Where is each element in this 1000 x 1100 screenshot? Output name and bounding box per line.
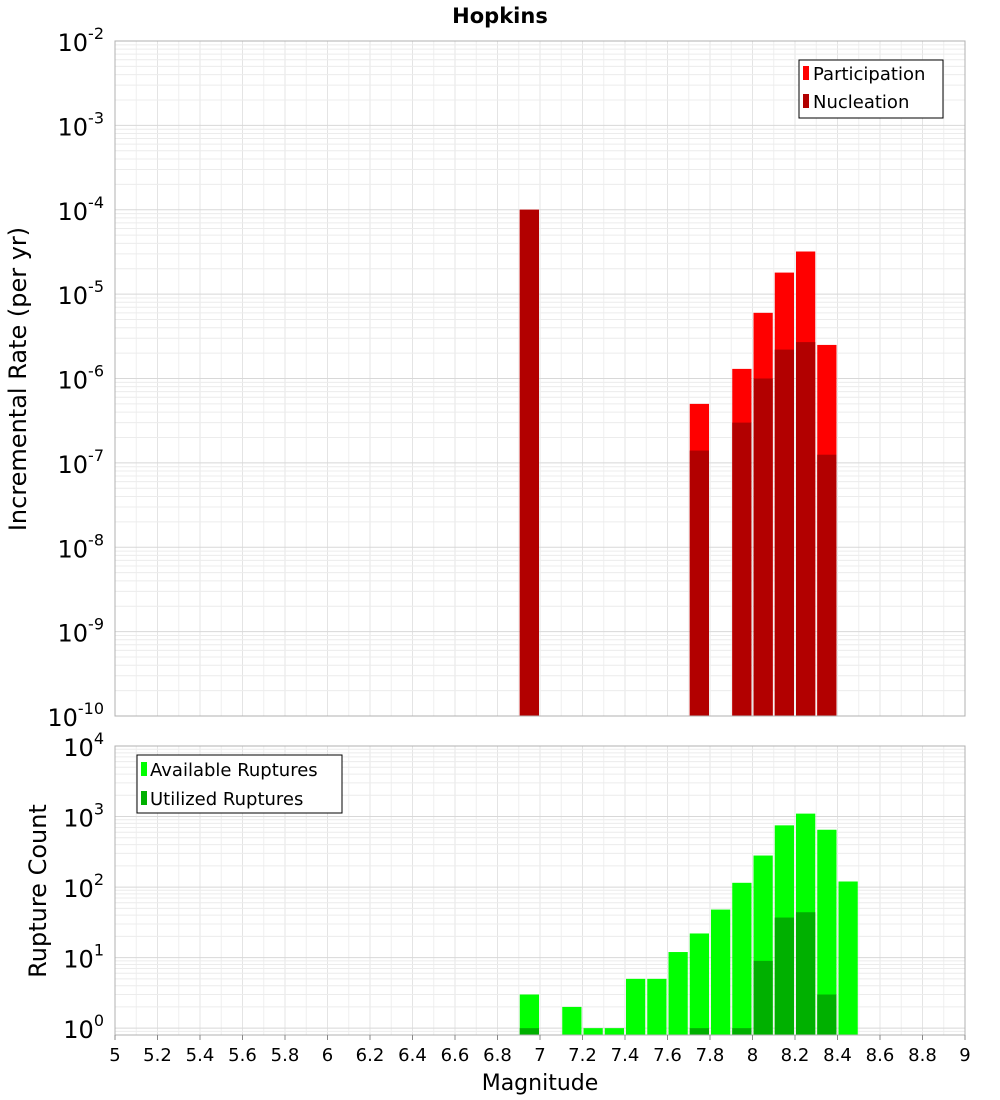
- bottom-y-tick-label: 100: [63, 1011, 104, 1044]
- x-tick-label: 6: [322, 1045, 333, 1066]
- top-y-tick-label: 10-9: [58, 615, 105, 648]
- top-bar-nucleation: [519, 209, 539, 716]
- top-y-tick-label: 10-5: [58, 277, 105, 310]
- x-tick-label: 6.4: [398, 1045, 427, 1066]
- top-y-ticks: 10-10 10-9 10-8 10-7 10-6 10-5 10-4 10-3 10-2: [47, 24, 104, 732]
- bottom-bar-utilized-ruptures: [732, 1028, 752, 1035]
- bottom-bar-utilized-ruptures: [689, 1028, 709, 1035]
- x-tick-label: 7.2: [568, 1045, 597, 1066]
- bottom-bar-available-ruptures: [626, 978, 646, 1035]
- bottom-bar-utilized-ruptures: [817, 994, 837, 1035]
- top-y-axis-label: Incremental Rate (per yr): [4, 227, 32, 531]
- bottom-bar-available-ruptures: [732, 882, 752, 1035]
- bottom-y-tick-label: 104: [63, 729, 104, 762]
- bottom-bar-available-ruptures: [583, 1028, 603, 1035]
- top-y-tick-label: 10-6: [58, 362, 105, 395]
- top-y-tick-label: 10-8: [58, 530, 105, 563]
- bottom-bar-available-ruptures: [817, 829, 837, 1035]
- x-tick-label: 8.4: [823, 1045, 852, 1066]
- x-tick-label: 8.2: [781, 1045, 810, 1066]
- x-tick-label: 5.6: [228, 1045, 257, 1066]
- x-tick-label: 5.8: [271, 1045, 300, 1066]
- bottom-y-axis-label: Rupture Count: [24, 804, 52, 978]
- bottom-bar-available-ruptures: [562, 1006, 582, 1035]
- top-y-tick-label: 10-4: [58, 193, 105, 226]
- bottom-bar-utilized-ruptures: [774, 917, 794, 1035]
- x-tick-label: 7.6: [653, 1045, 682, 1066]
- legend-swatch-available: [141, 762, 147, 776]
- top-bar-nucleation: [753, 378, 773, 716]
- bottom-bar-available-ruptures: [668, 952, 688, 1035]
- chart-title: Hopkins: [452, 4, 548, 28]
- top-grid: [114, 41, 966, 717]
- bottom-bar-available-ruptures: [711, 909, 731, 1035]
- x-tick-label: 9: [959, 1045, 970, 1066]
- top-bar-nucleation: [817, 454, 837, 716]
- top-plot-frame: [114, 40, 966, 717]
- bottom-legend: Available Ruptures Utilized Ruptures: [136, 754, 343, 814]
- x-ticks: 5 5.2 5.4 5.6 5.8 6 6.2 6.4 6.6 6.8 7 7.2 7.4 7.6 7.8 8…: [109, 1035, 971, 1066]
- legend-label-nucleation: Nucleation: [813, 92, 909, 113]
- top-legend-box: [798, 59, 944, 119]
- x-tick-label: 6.6: [441, 1045, 470, 1066]
- bottom-y-tick-label: 101: [63, 941, 104, 974]
- legend-label-participation: Participation: [813, 64, 925, 85]
- bottom-bar-utilized-ruptures: [519, 1028, 539, 1035]
- top-bar-nucleation: [732, 422, 752, 716]
- x-axis-label: Magnitude: [482, 1071, 599, 1096]
- legend-label-available: Available Ruptures: [150, 760, 318, 781]
- bottom-bar-available-ruptures: [838, 881, 858, 1035]
- x-tick-label: 8.8: [908, 1045, 937, 1066]
- bottom-y-tick-label: 102: [63, 870, 104, 903]
- x-tick-label: 6.8: [483, 1045, 512, 1066]
- top-legend: Participation Nucleation: [798, 59, 944, 119]
- bottom-bar-utilized-ruptures: [753, 960, 773, 1035]
- x-tick-label: 7.4: [611, 1045, 640, 1066]
- bottom-bar-available-ruptures: [604, 1028, 624, 1035]
- top-bars: [519, 209, 837, 716]
- x-tick-label: 5: [109, 1045, 120, 1066]
- x-tick-label: 5.4: [186, 1045, 215, 1066]
- top-y-tick-label: 10-2: [58, 24, 105, 57]
- bottom-y-ticks: 100 101 102 103 104: [63, 729, 104, 1044]
- bottom-bar-available-ruptures: [519, 994, 539, 1035]
- x-tick-label: 5.2: [143, 1045, 172, 1066]
- x-tick-label: 7: [534, 1045, 545, 1066]
- top-y-tick-label: 10-7: [58, 446, 105, 479]
- top-bar-nucleation: [796, 342, 816, 716]
- top-y-tick-label: 10-10: [47, 699, 104, 732]
- x-tick-label: 8: [747, 1045, 758, 1066]
- bottom-bars: [519, 813, 858, 1035]
- top-bar-nucleation: [774, 349, 794, 716]
- legend-swatch-nucleation: [803, 94, 809, 108]
- bottom-bar-utilized-ruptures: [796, 912, 816, 1035]
- bottom-bar-available-ruptures: [689, 933, 709, 1035]
- bottom-legend-box: [136, 754, 343, 814]
- x-tick-label: 8.6: [866, 1045, 895, 1066]
- bottom-y-tick-label: 103: [63, 800, 104, 833]
- top-y-tick-label: 10-3: [58, 108, 105, 141]
- bottom-bar-available-ruptures: [647, 978, 667, 1035]
- legend-label-utilized: Utilized Ruptures: [150, 789, 303, 810]
- legend-swatch-participation: [803, 66, 809, 80]
- x-tick-label: 6.2: [356, 1045, 385, 1066]
- top-bar-nucleation: [689, 450, 709, 716]
- x-tick-label: 7.8: [696, 1045, 725, 1066]
- legend-swatch-utilized: [141, 791, 147, 805]
